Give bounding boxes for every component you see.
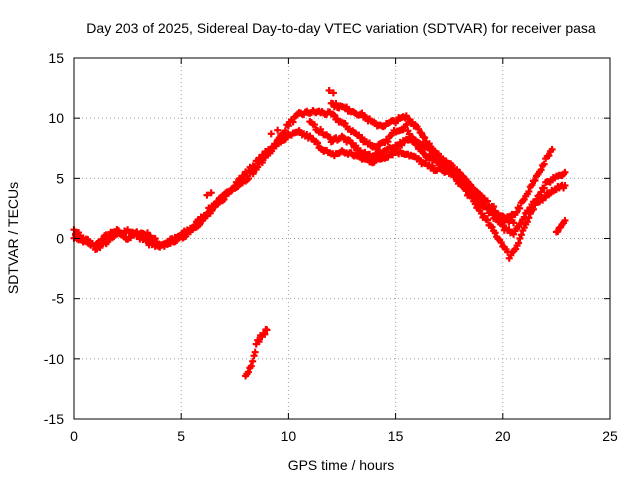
x-tick-label: 0 [70,428,78,444]
data-point [488,223,496,231]
data-point [289,118,297,126]
data-point [548,145,556,153]
data-point [267,130,275,138]
data-point [203,191,211,199]
data-point [310,121,318,129]
data-point [515,239,523,247]
data-point [207,189,215,197]
data-point [261,154,269,162]
data-point [467,181,475,189]
data-point [561,216,569,224]
y-tick-label: -15 [44,411,64,427]
data-point [462,187,470,195]
y-axis-label: SDTVAR / TECUs [5,182,21,294]
data-point [497,239,505,247]
x-tick-label: 15 [388,428,404,444]
data-point [326,133,334,141]
data-point [313,139,321,147]
data-point [329,89,337,97]
y-tick-label: -5 [52,291,65,307]
data-point [245,175,253,183]
data-point [398,141,406,149]
data-point [284,122,292,130]
data-point [165,240,173,248]
data-point [520,213,528,221]
data-layer [70,86,569,380]
y-tick-label: 15 [48,50,64,66]
data-point [517,231,525,239]
x-tick-label: 20 [495,428,511,444]
data-point [545,152,553,160]
data-point [258,159,266,167]
y-tick-label: 0 [56,231,64,247]
data-point [247,362,255,370]
data-point [75,229,83,237]
data-point [281,135,289,143]
data-point [263,326,271,334]
data-point [483,197,491,205]
data-point [537,188,545,196]
y-tick-label: -10 [44,351,64,367]
x-tick-label: 5 [177,428,185,444]
data-point [540,160,548,168]
data-point [525,187,533,195]
data-point [418,129,426,137]
chart-title: Day 203 of 2025, Sidereal Day-to-day VTE… [86,20,596,36]
data-point [516,204,524,212]
x-tick-label: 10 [281,428,297,444]
data-point [274,126,282,134]
data-point [330,111,338,119]
data-point [254,163,262,171]
data-point [272,142,280,150]
data-point [244,368,252,376]
data-point [325,86,333,94]
data-point [528,181,536,189]
data-point [249,170,257,178]
data-point [491,229,499,237]
data-point [352,142,360,150]
data-point [84,236,92,244]
data-point [513,208,521,216]
data-point [490,203,498,211]
data-point [525,208,533,216]
data-point [332,99,340,107]
data-point [516,234,524,242]
data-point [483,216,491,224]
data-point [96,244,104,252]
data-point [402,121,410,129]
data-point [220,195,228,203]
data-point [471,200,479,208]
data-point [268,147,276,155]
data-point [421,134,429,142]
x-tick-label: 25 [602,428,618,444]
data-point [561,168,569,176]
data-point [554,228,562,236]
data-point [384,138,392,146]
data-point [561,182,569,190]
data-point [537,166,545,174]
y-tick-label: 5 [56,170,64,186]
data-point [281,127,289,135]
data-point [510,219,518,227]
data-point [523,218,531,226]
axes: 0 5 10 15 20 25 -15 -10 -5 0 5 10 15 [44,50,618,444]
data-point [144,229,152,237]
data-point [517,219,525,227]
y-tick-label: 10 [48,110,64,126]
data-point [251,348,259,356]
data-point [358,134,366,142]
data-point [249,357,257,365]
data-point [255,338,263,346]
data-point [531,177,539,185]
data-point [343,103,351,111]
data-point [428,162,436,170]
x-axis-label: GPS time / hours [288,457,395,473]
data-point [540,184,548,192]
data-point [358,109,366,117]
